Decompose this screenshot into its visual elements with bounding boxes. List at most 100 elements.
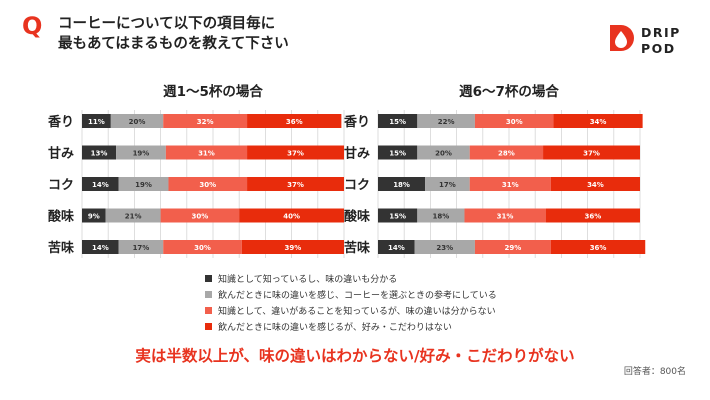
data-label: 31% <box>502 181 519 189</box>
data-label: 14% <box>92 181 109 189</box>
bar-segment <box>474 240 551 254</box>
category-label: 酸味 <box>344 209 370 225</box>
legend-swatch <box>205 290 212 298</box>
bar-segment <box>247 145 344 160</box>
bar-segment <box>160 208 240 223</box>
data-label: 22% <box>438 118 455 126</box>
data-label: 28% <box>498 150 515 158</box>
bar-segment <box>378 114 418 128</box>
data-label: 19% <box>133 150 150 158</box>
legend-label: 知識として知っているし、味の違いも分かる <box>218 274 398 285</box>
legend-item: 飲んだときに味の違いを感じるが、好み・こだわりはない <box>205 318 497 334</box>
data-label: 32% <box>197 118 214 126</box>
bar-segment <box>545 208 640 223</box>
data-label: 30% <box>194 244 211 252</box>
data-label: 37% <box>287 150 304 158</box>
legend: 知識として知っているし、味の違いも分かる 飲んだときに味の違いを感じ、コーヒーを… <box>205 270 497 334</box>
data-label: 31% <box>497 213 514 221</box>
chart-title-left: 週1〜5杯の場合 <box>163 84 263 100</box>
bar-segment <box>241 240 344 254</box>
data-label: 14% <box>92 244 109 252</box>
bar-segment <box>464 208 546 223</box>
data-label: 37% <box>583 150 600 158</box>
data-label: 15% <box>389 213 406 221</box>
data-label: 19% <box>135 181 152 189</box>
bar-segment <box>417 145 470 160</box>
bar-segment <box>82 114 111 128</box>
category-label: コク <box>344 178 370 193</box>
data-label: 30% <box>192 213 209 221</box>
legend-swatch <box>205 306 212 314</box>
legend-label: 飲んだときに味の違いを感じるが、好み・こだわりはない <box>218 322 452 333</box>
data-label: 13% <box>91 150 108 158</box>
legend-label: 飲んだときに味の違いを感じ、コーヒーを選ぶときの参考にしている <box>218 290 497 301</box>
bar-segment <box>116 145 166 160</box>
data-label: 39% <box>285 244 302 252</box>
bar-segment <box>417 208 465 223</box>
category-label: 香り <box>47 114 74 130</box>
stacked-bar-chart-right: 香り 15% 22% 30% 34% 甘み 15% 20% 28% 37% コク 18% 17% 31% 3… <box>343 110 646 258</box>
bar-segment <box>82 208 106 223</box>
bar-segment <box>82 240 119 254</box>
data-label: 30% <box>199 181 216 189</box>
bar-segment <box>378 240 415 254</box>
bar-segment <box>550 177 640 191</box>
bar-segment <box>247 114 342 128</box>
data-label: 34% <box>587 181 604 189</box>
category-label: 苦味 <box>344 240 370 256</box>
legend-item: 飲んだときに味の違いを感じ、コーヒーを選ぶときの参考にしている <box>205 286 497 302</box>
respondent-count: 回答者：800名 <box>623 367 686 377</box>
bar-segment <box>247 177 344 191</box>
data-label: 29% <box>505 244 522 252</box>
bar-segment <box>553 114 643 128</box>
data-label: 36% <box>286 118 303 126</box>
question-line-1: コーヒーについて以下の項目毎に <box>58 16 276 32</box>
data-label: 31% <box>198 150 215 158</box>
bar-segment <box>105 208 161 223</box>
chart-title-right: 週6〜7杯の場合 <box>459 84 559 100</box>
bar-segment <box>474 114 554 128</box>
bar-segment <box>110 114 164 128</box>
brand-name-line-2: POD <box>641 41 676 56</box>
category-label: 甘み <box>344 146 370 162</box>
bar-segment <box>239 208 344 223</box>
bar-segment <box>417 114 475 128</box>
data-label: 17% <box>439 181 456 189</box>
data-label: 20% <box>435 150 452 158</box>
data-label: 40% <box>283 213 300 221</box>
bar-segment <box>165 145 248 160</box>
brand-name: DRIP POD <box>641 25 681 57</box>
bar-segment <box>168 177 248 191</box>
data-label: 15% <box>389 118 406 126</box>
legend-label: 知識として、違いがあることを知っているが、味の違いは分からない <box>218 306 496 317</box>
data-label: 36% <box>590 244 607 252</box>
bar-segment <box>469 177 551 191</box>
brand-logo: DRIP POD <box>607 24 697 60</box>
data-label: 17% <box>133 244 150 252</box>
category-label: 酸味 <box>48 209 74 225</box>
data-label: 37% <box>287 181 304 189</box>
data-label: 30% <box>506 118 523 126</box>
bar-segment <box>414 240 475 254</box>
data-label: 9% <box>88 213 100 221</box>
legend-item: 知識として知っているし、味の違いも分かる <box>205 270 497 286</box>
bar-segment <box>378 145 418 160</box>
legend-item: 知識として、違いがあることを知っているが、味の違いは分からない <box>205 302 497 318</box>
bar-segment <box>82 177 119 191</box>
bar-segment <box>543 145 640 160</box>
question-line-2: 最もあてはまるものを教えて下さい <box>58 36 289 52</box>
category-label: 香り <box>343 114 370 130</box>
bar-segment <box>425 177 470 191</box>
data-label: 18% <box>393 181 410 189</box>
bar-segment <box>118 240 164 254</box>
bar-segment <box>118 177 169 191</box>
legend-swatch <box>205 322 212 330</box>
bar-segment <box>469 145 544 160</box>
data-label: 15% <box>389 150 406 158</box>
drop-logo-icon <box>610 25 634 51</box>
bar-segment <box>82 145 117 160</box>
bar-segment <box>550 240 646 254</box>
question-icon: Q <box>22 12 43 40</box>
brand-name-line-1: DRIP <box>641 25 681 40</box>
category-label: 甘み <box>48 146 74 162</box>
